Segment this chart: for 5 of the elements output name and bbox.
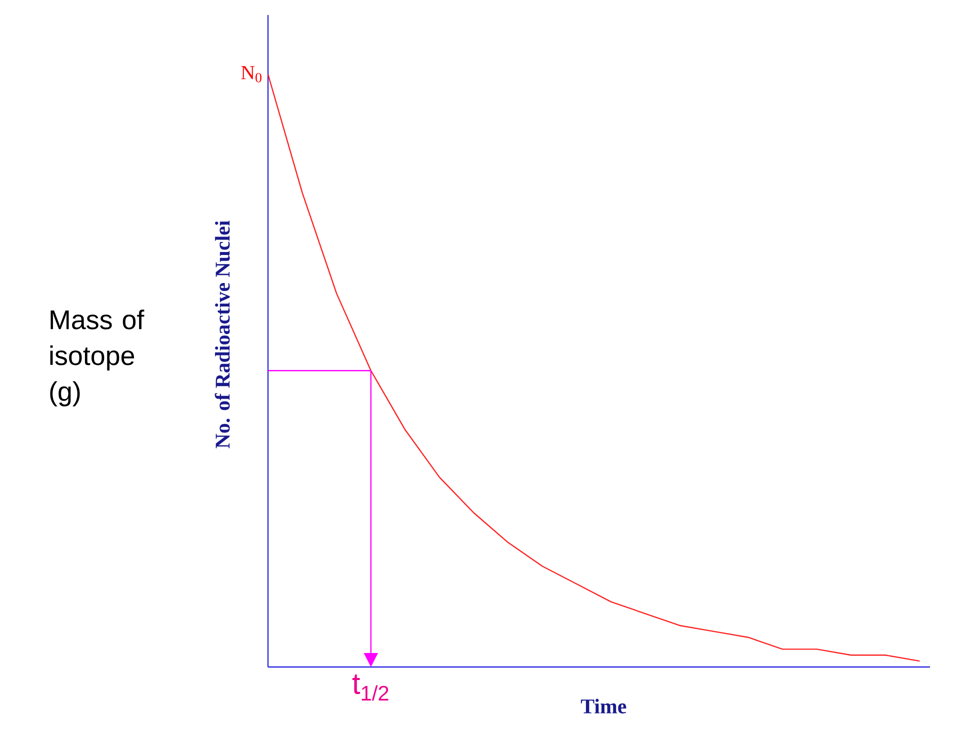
text: Mass of isotope (g) — [50, 310, 144, 406]
text: N$_{0}$ — [241, 66, 262, 82]
x-axis-title: Time — [580, 698, 626, 714]
text: t$_{1/2}$ — [352, 674, 388, 701]
y-axis-title: No. of Radioactive Nuclei — [214, 220, 230, 448]
